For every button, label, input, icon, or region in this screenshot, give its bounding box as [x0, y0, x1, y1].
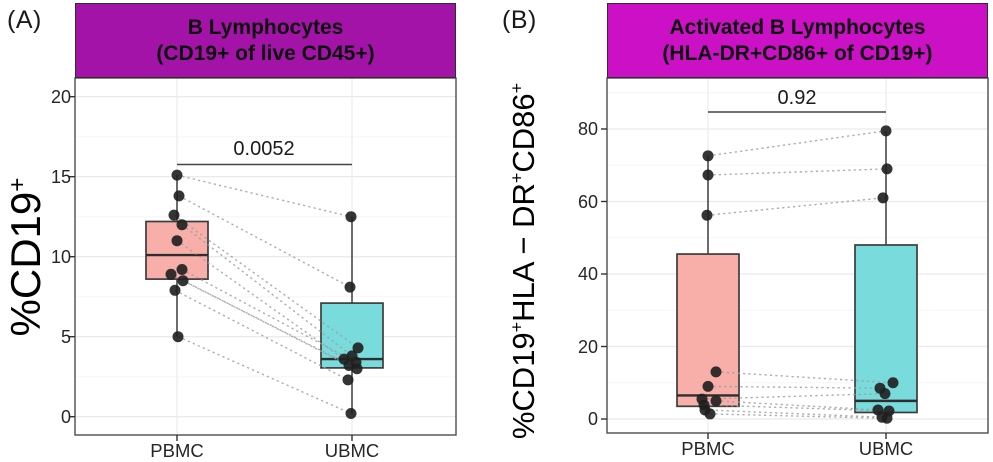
pair-line: [715, 400, 879, 411]
pair-line: [177, 336, 352, 415]
panel-b-title-line1: Activated B Lymphocytes: [669, 15, 926, 39]
panel-a-title-line2: (CD19+ of live CD45+): [156, 41, 375, 65]
data-point: [702, 169, 714, 181]
panel-a-xtick-pbmc: PBMC: [150, 440, 204, 461]
data-point: [881, 412, 893, 424]
panel-b-xtick-pbmc: PBMC: [681, 438, 735, 459]
ylabel-superscript: +: [506, 321, 527, 333]
data-point: [887, 377, 899, 389]
y-tick-label: 0: [587, 409, 598, 429]
panel-b-p-value: 0.92: [777, 87, 817, 109]
pair-line: [174, 289, 349, 381]
y-tick-label: 80: [577, 119, 598, 139]
pair-line: [173, 214, 359, 349]
data-point: [351, 363, 363, 375]
data-point: [880, 125, 892, 137]
data-point: [342, 374, 354, 386]
panel-b-y-axis-label: %CD19+HLA − DR+CD86+: [506, 83, 542, 439]
data-point: [345, 408, 357, 419]
pair-line: [181, 268, 357, 363]
data-point: [344, 281, 356, 293]
data-point: [173, 190, 185, 202]
ylabel-text: CD86: [506, 93, 541, 173]
ylabel-text: %CD19: [506, 332, 541, 440]
data-point: [710, 366, 722, 378]
pair-line: [704, 409, 883, 418]
y-tick-label: 15: [50, 166, 71, 187]
panel-border: [606, 77, 989, 434]
data-point: [172, 331, 184, 343]
data-point: [345, 211, 357, 223]
panel-a-p-value: 0.0052: [233, 138, 295, 160]
y-tick-label: 60: [577, 191, 598, 212]
data-point: [701, 209, 713, 221]
data-point: [176, 264, 188, 275]
panel-b-strip-title: Activated B Lymphocytes (HLA-DR+CD86+ of…: [607, 3, 988, 78]
data-point: [881, 163, 893, 175]
y-tick-label: 40: [577, 264, 598, 284]
data-point: [710, 395, 722, 407]
pair-line: [715, 371, 894, 384]
data-point: [704, 408, 716, 420]
data-point: [176, 219, 188, 231]
ylabel-text: HLA − DR: [506, 183, 541, 322]
pair-line: [707, 385, 881, 389]
panel-b-letter: (B): [502, 6, 537, 34]
pair-line: [176, 240, 345, 360]
data-point: [177, 275, 189, 287]
pair-line: [709, 413, 888, 419]
y-tick-label: 20: [577, 336, 598, 357]
y-tick-label: 10: [50, 246, 71, 267]
data-point: [165, 268, 177, 280]
panel-a-title-line1: B Lymphocytes: [187, 15, 344, 39]
panel-b-xtick-ubmc: UBMC: [858, 438, 914, 459]
y-tick-label: 5: [60, 326, 71, 347]
pair-line: [182, 280, 358, 370]
data-point: [171, 235, 183, 247]
box-ubmc: [854, 244, 918, 414]
pair-line: [703, 404, 890, 412]
panel-a-strip-title: B Lymphocytes (CD19+ of live CD45+): [75, 3, 456, 78]
data-point: [702, 380, 714, 392]
data-point: [168, 209, 180, 221]
data-point: [877, 192, 889, 204]
panel-background: [607, 78, 988, 433]
pair-line: [706, 197, 884, 216]
data-point: [171, 169, 183, 181]
y-tick-label: 20: [50, 86, 71, 107]
pair-line: [181, 224, 353, 357]
data-point: [169, 284, 181, 296]
ylabel-superscript: +: [506, 82, 527, 94]
panel-a-letter: (A): [7, 6, 42, 34]
y-tick-label: 0: [60, 406, 71, 427]
panel-a-xtick-ubmc: UBMC: [324, 440, 380, 461]
data-point: [702, 150, 714, 162]
data-point: [352, 342, 364, 354]
panel-b-title-line2: (HLA-DR+CD86+ of CD19+): [662, 41, 933, 65]
pair-line: [170, 273, 350, 367]
data-point: [879, 388, 891, 400]
ylabel-superscript: +: [506, 172, 527, 184]
pair-line: [701, 392, 886, 400]
